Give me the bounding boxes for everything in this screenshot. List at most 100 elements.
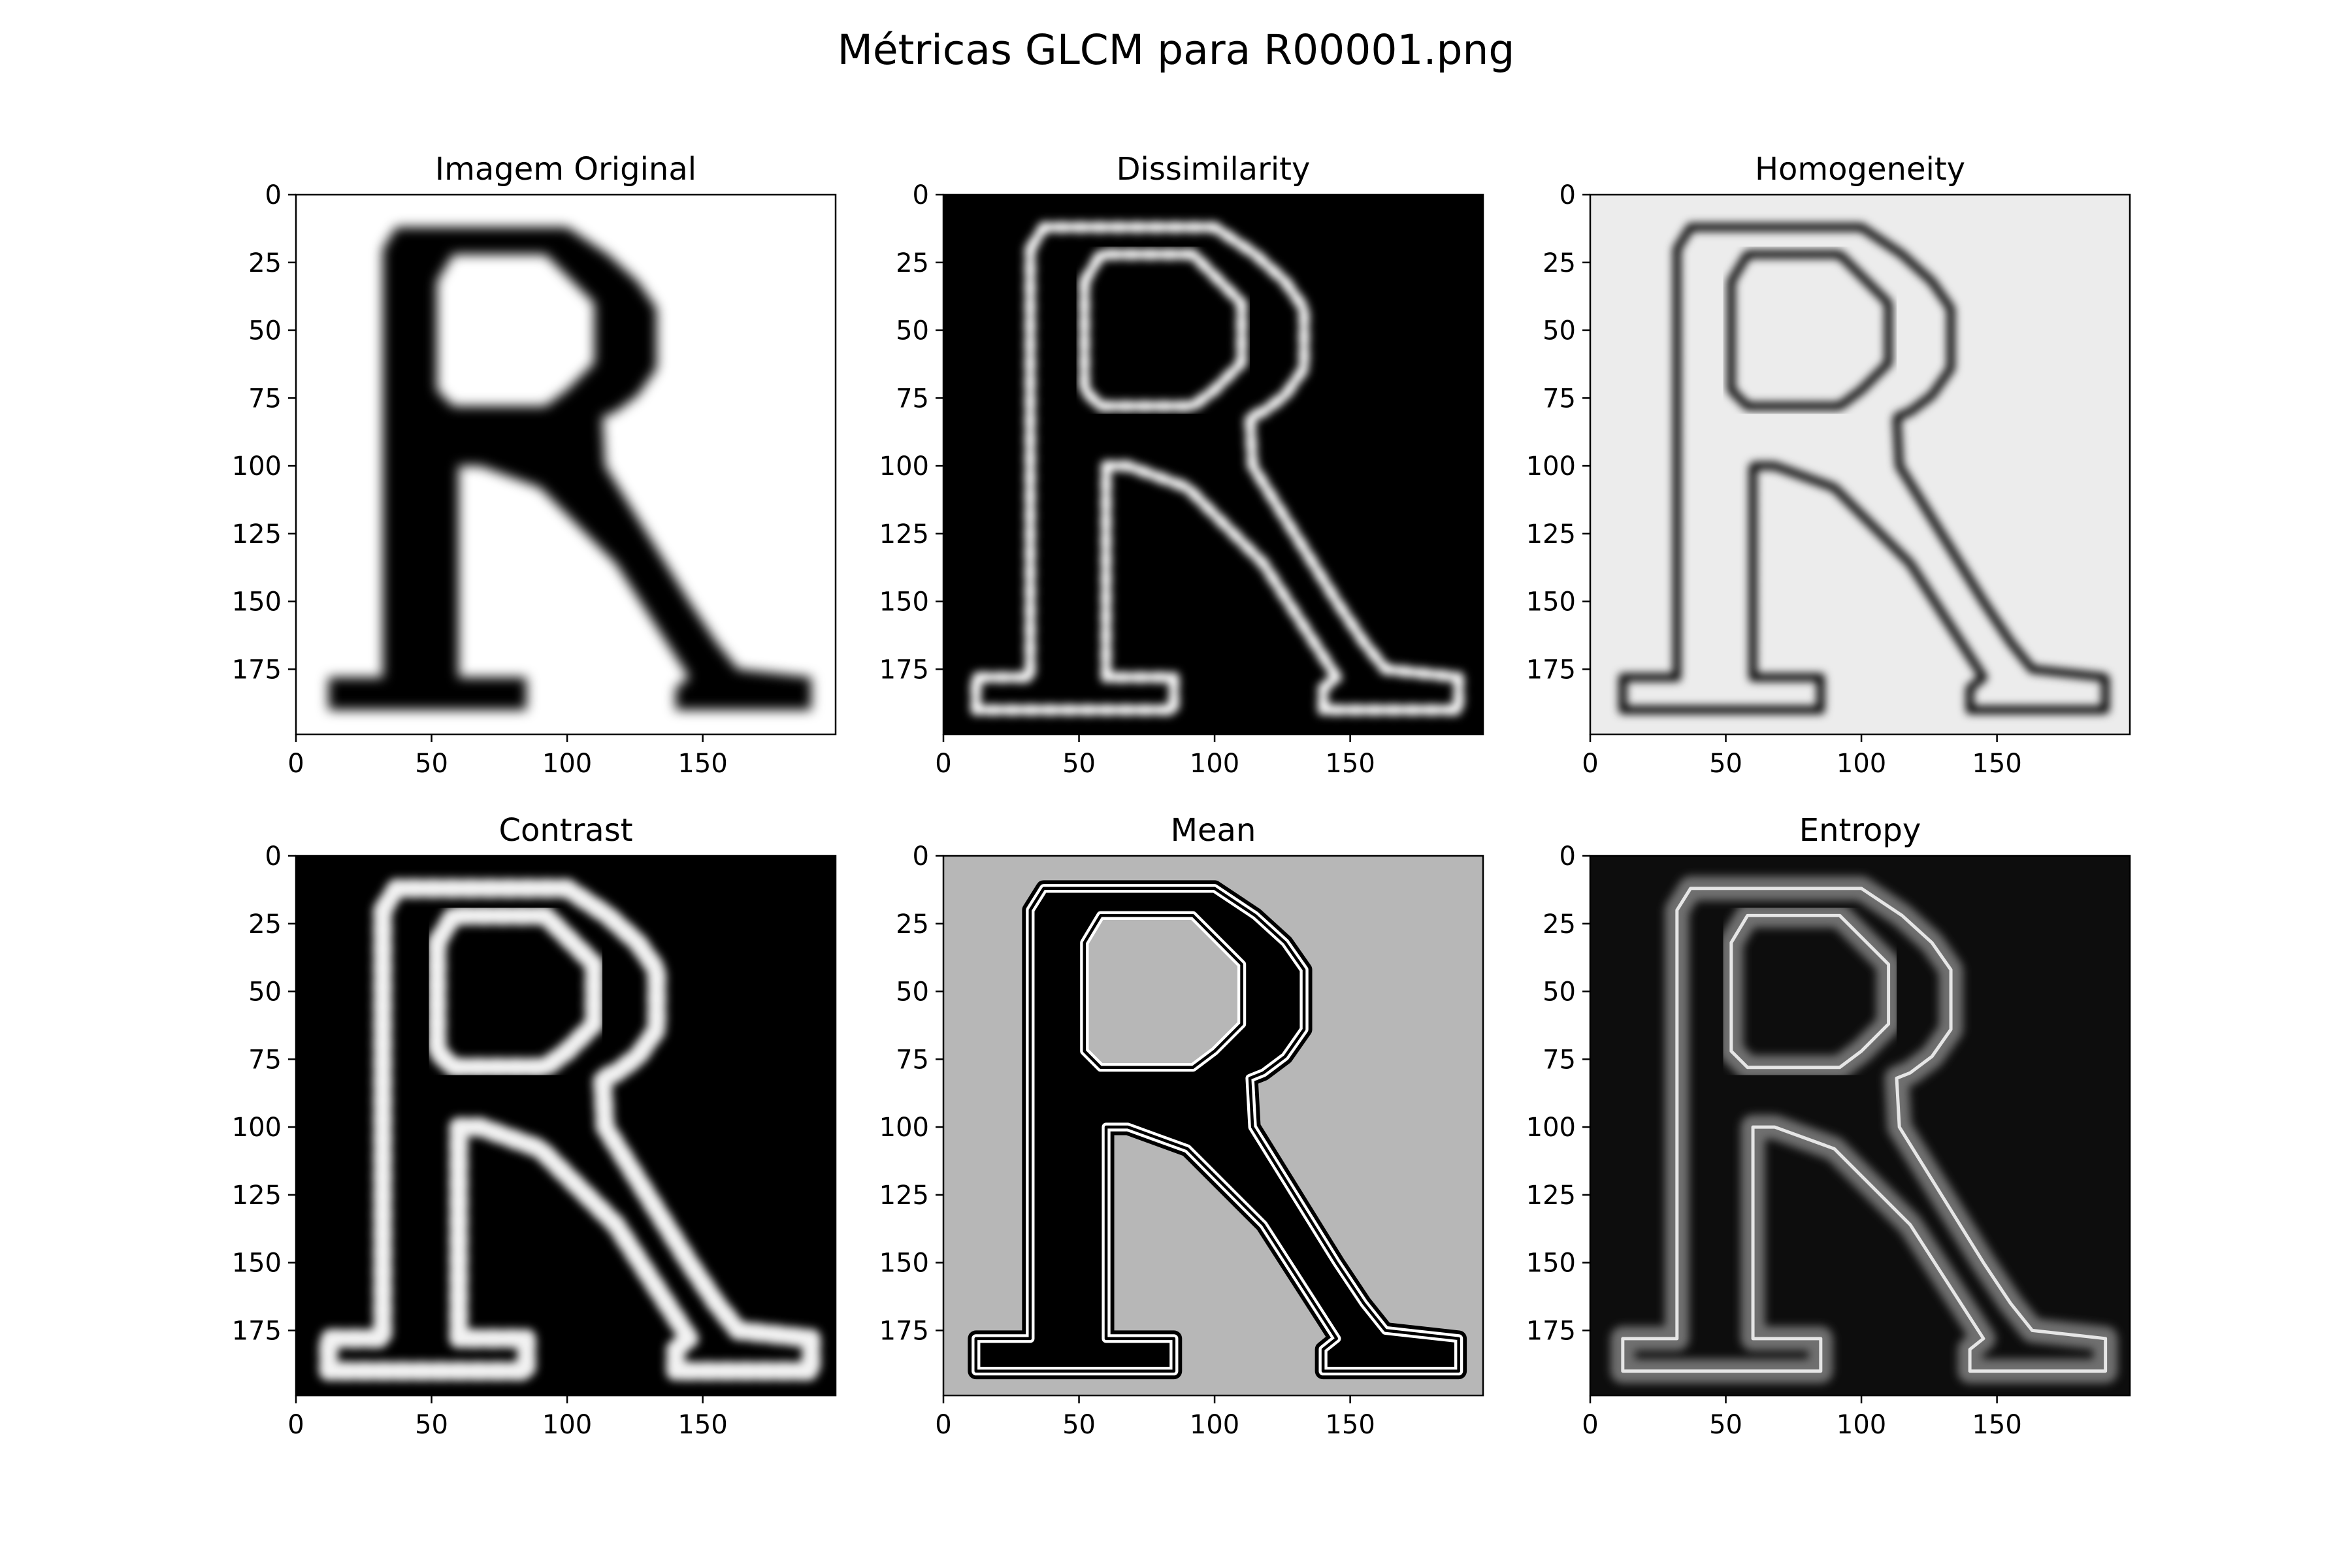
axes-frame — [942, 855, 1484, 1397]
y-tick-label: 150 — [232, 587, 282, 617]
y-tick-label: 125 — [1526, 519, 1576, 549]
x-tick-label: 150 — [1972, 749, 2021, 779]
panel-title: Entropy — [1799, 812, 1921, 849]
y-tick-label: 50 — [896, 316, 929, 346]
y-tick-label: 75 — [248, 384, 282, 414]
glyph-edge-inner — [1079, 249, 1247, 412]
image-area — [1590, 856, 2130, 1396]
panel-imagem-original: Imagem Original 0 50 100 150 0 25 50 75 100 125 150… — [232, 151, 837, 779]
glyph-edge-inner — [1727, 250, 1893, 410]
y-tick-label: 100 — [1526, 1113, 1576, 1143]
glyph-layer — [968, 880, 1467, 1380]
y-tick-label: 100 — [232, 451, 282, 482]
x-tick-label: 100 — [542, 1410, 592, 1440]
y-tick-label: 0 — [265, 180, 282, 210]
glyph-band-outer-edge — [1621, 887, 2108, 1373]
y-tick-label: 100 — [879, 451, 929, 482]
image-area — [296, 856, 836, 1396]
y-tick-label: 150 — [232, 1249, 282, 1279]
panel-mean: Mean 0 50 100 150 0 25 50 75 100 125 150 175 — [879, 812, 1484, 1440]
y-tick-label: 0 — [913, 841, 929, 872]
y-tick-label: 75 — [1543, 384, 1576, 414]
image-area — [296, 195, 836, 734]
x-tick-label: 150 — [1325, 749, 1375, 779]
glyph-edge-inner — [427, 906, 604, 1077]
panels: Imagem Original 0 50 100 150 0 25 50 75 100 125 150… — [232, 151, 2131, 1440]
y-tick-label: 50 — [896, 977, 929, 1007]
glyph-r — [1618, 223, 2110, 714]
x-tick-label: 100 — [1837, 749, 1886, 779]
y-tick-label: 0 — [1560, 180, 1576, 210]
y-tick-label: 0 — [1560, 841, 1576, 872]
y-tick-label: 100 — [232, 1113, 282, 1143]
axes-frame — [1589, 193, 2131, 736]
y-tick-label: 25 — [896, 909, 929, 939]
glyph-shape — [328, 227, 811, 710]
glyph-r — [319, 879, 821, 1381]
y-tick-label: 175 — [1526, 1316, 1576, 1346]
panel-entropy: Entropy 0 50 100 150 0 25 50 75 100 125 150 175 — [1526, 812, 2131, 1440]
glyph-edge-outer — [1618, 223, 2110, 714]
figure-title: Métricas GLCM para R00001.png — [838, 26, 1515, 74]
x-tick-label: 50 — [1062, 749, 1096, 779]
glyph-edge-outer — [319, 879, 821, 1381]
y-tick-label: 125 — [879, 519, 929, 549]
y-tick-label: 150 — [879, 1249, 929, 1279]
glyph-layer — [1610, 876, 2118, 1384]
image-area — [943, 195, 1483, 734]
y-tick-label: 150 — [879, 587, 929, 617]
y-tick-label: 175 — [232, 655, 282, 685]
y-tick-label: 125 — [1526, 1181, 1576, 1211]
y-tick-label: 75 — [896, 384, 929, 414]
x-tick-label: 0 — [935, 749, 951, 779]
glyph-r — [328, 227, 811, 710]
y-tick-label: 125 — [232, 519, 282, 549]
x-tick-label: 0 — [1582, 1410, 1598, 1440]
panel-dissimilarity: Dissimilarity 0 50 100 150 0 25 50 75 100 125 150 17… — [879, 151, 1484, 779]
x-tick-label: 100 — [542, 749, 592, 779]
glyph-layer — [319, 879, 821, 1381]
y-tick-label: 150 — [1526, 1249, 1576, 1279]
y-tick-label: 25 — [248, 248, 282, 278]
glyph-layer — [1618, 223, 2110, 714]
glyph-fill — [975, 888, 1459, 1371]
y-tick-label: 0 — [265, 841, 282, 872]
x-tick-label: 100 — [1837, 1410, 1886, 1440]
image-area — [1590, 195, 2130, 734]
glyph-inner-core — [1083, 914, 1243, 1070]
panel-title: Mean — [1171, 812, 1256, 849]
x-tick-label: 50 — [1709, 1410, 1742, 1440]
y-tick-label: 175 — [232, 1316, 282, 1346]
y-tick-label: 75 — [896, 1045, 929, 1075]
y-tick-label: 50 — [248, 977, 282, 1007]
x-tick-label: 0 — [287, 749, 304, 779]
y-tick-label: 25 — [896, 248, 929, 278]
image-area — [943, 856, 1483, 1396]
glyph-layer — [328, 227, 811, 710]
glyph-r — [968, 880, 1467, 1380]
glyph-r — [970, 221, 1464, 715]
y-tick-label: 25 — [248, 909, 282, 939]
panel-title: Contrast — [498, 812, 632, 849]
x-tick-label: 50 — [415, 1410, 448, 1440]
y-tick-label: 0 — [913, 180, 929, 210]
y-tick-label: 75 — [1543, 1045, 1576, 1075]
axes-frame — [295, 193, 837, 736]
panel-title: Homogeneity — [1755, 151, 1965, 188]
glyph-edge-outer — [970, 221, 1464, 715]
y-tick-label: 25 — [1543, 909, 1576, 939]
y-tick-label: 100 — [1526, 451, 1576, 482]
glyph-ring-core — [974, 887, 1460, 1373]
y-tick-label: 175 — [879, 655, 929, 685]
y-tick-label: 50 — [1543, 316, 1576, 346]
x-tick-label: 0 — [287, 1410, 304, 1440]
x-tick-label: 50 — [415, 749, 448, 779]
y-tick-label: 125 — [879, 1181, 929, 1211]
y-tick-label: 50 — [1543, 977, 1576, 1007]
y-tick-label: 75 — [248, 1045, 282, 1075]
axes-frame — [942, 193, 1484, 736]
axes-frame — [295, 855, 837, 1397]
panel-title: Dissimilarity — [1117, 151, 1311, 188]
glyph-band-inner-edge — [1729, 913, 1891, 1070]
